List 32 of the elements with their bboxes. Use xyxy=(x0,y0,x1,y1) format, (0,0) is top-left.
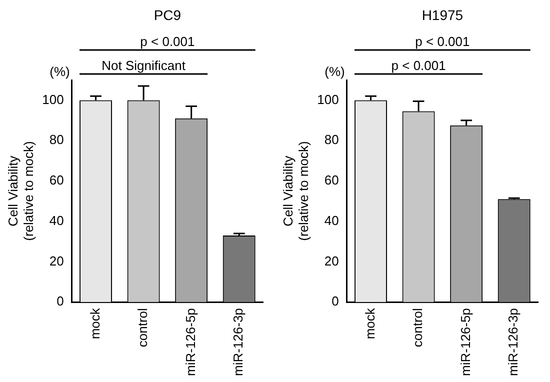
text: (relative to mock) xyxy=(20,141,36,241)
x-tick-label: control xyxy=(410,308,426,348)
y-tick-label: 0 xyxy=(56,294,64,309)
text: p < 0.001 xyxy=(140,34,195,49)
x-tick-label: miR-126-3p xyxy=(230,308,246,376)
y-tick-label: 40 xyxy=(324,212,339,228)
y-tick-label: 100 xyxy=(317,92,339,107)
text: (relative to mock) xyxy=(296,141,311,241)
text: p < 0.001 xyxy=(415,34,470,49)
y-tick-label: 80 xyxy=(324,132,339,148)
text: Not Significant xyxy=(102,58,186,73)
x-tick-label: mock xyxy=(87,308,102,340)
x-tick-label: mock xyxy=(362,308,378,340)
y-tick-label: 60 xyxy=(324,172,339,188)
text: p < 0.001 xyxy=(391,58,446,73)
y-tick-label: 80 xyxy=(49,132,64,148)
y-tick-label: 40 xyxy=(49,212,64,228)
text: (%) xyxy=(324,64,345,79)
chart-title: H1975 xyxy=(422,7,464,23)
x-tick-label: miR-126-3p xyxy=(506,308,521,376)
y-tick-label: 20 xyxy=(49,253,64,268)
text: Cell Viability xyxy=(5,156,20,226)
x-tick-label: miR-126-5p xyxy=(182,308,198,376)
text: Cell Viability xyxy=(280,156,296,226)
y-tick-label: 100 xyxy=(42,92,64,107)
x-tick-label: control xyxy=(135,308,150,348)
y-tick-label: 60 xyxy=(49,172,64,188)
chart-title: PC9 xyxy=(154,7,182,23)
x-tick-label: miR-126-5p xyxy=(458,308,473,376)
text: (%) xyxy=(50,64,70,79)
y-tick-label: 20 xyxy=(324,253,339,268)
y-tick-label: 0 xyxy=(332,294,339,309)
